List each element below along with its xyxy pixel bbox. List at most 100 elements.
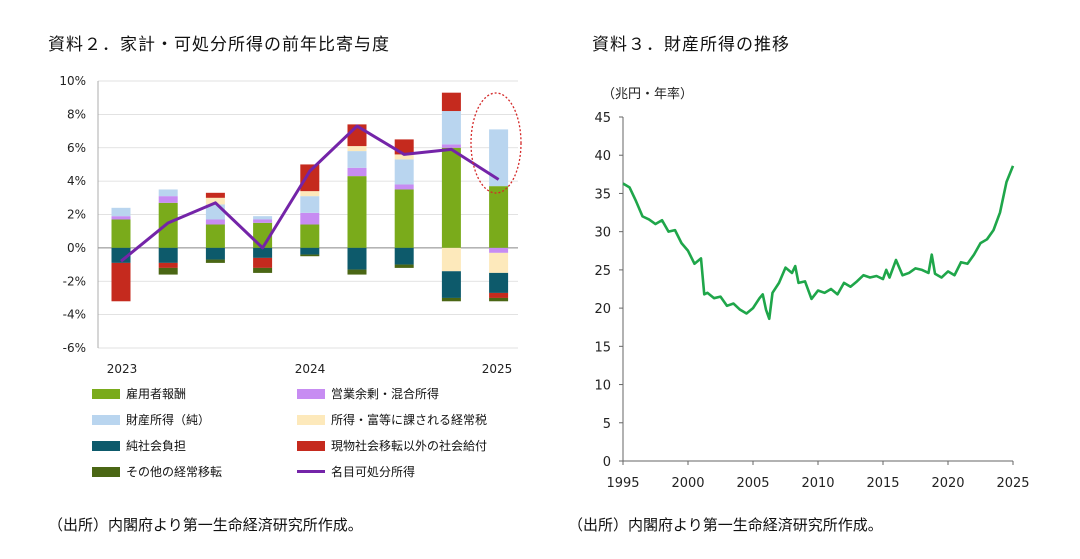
legend-label: その他の経常移転 bbox=[126, 465, 223, 479]
legend-item: 現物社会移転以外の社会給付 bbox=[297, 437, 487, 454]
bar-segment-social_contrib bbox=[205, 247, 225, 260]
bar-segment-social_contrib bbox=[158, 247, 178, 263]
bar-segment-benefits bbox=[158, 262, 178, 268]
y-tick-label: 5 bbox=[603, 417, 611, 432]
bar-segment-compensation bbox=[205, 224, 225, 248]
y-tick-label: 40 bbox=[594, 149, 611, 164]
bar-segment-operating_surplus bbox=[111, 216, 131, 220]
disposable-income-line bbox=[120, 124, 500, 263]
legend-item: その他の経常移転 bbox=[92, 463, 222, 480]
bar-segment-social_contrib bbox=[300, 247, 320, 255]
bar-segment-compensation bbox=[441, 147, 461, 248]
bar-segment-benefits bbox=[441, 92, 461, 112]
bar-segment-other_transfers bbox=[158, 267, 178, 275]
y-tick-label: -2% bbox=[63, 274, 86, 288]
x-tick-label: 2020 bbox=[931, 476, 964, 491]
bar-segment-income_tax bbox=[300, 191, 320, 197]
bar-segment-compensation bbox=[158, 202, 178, 248]
bar-segment-property_income bbox=[253, 216, 273, 220]
bar-segment-property_income bbox=[158, 189, 178, 197]
x-tick-label: 2000 bbox=[671, 476, 704, 491]
x-tick-label: 2005 bbox=[736, 476, 769, 491]
bar-segment-income_tax bbox=[205, 197, 225, 205]
x-tick-label: 2015 bbox=[866, 476, 899, 491]
y-tick-label: 2% bbox=[67, 208, 86, 222]
y-tick-label: 25 bbox=[594, 264, 611, 279]
y-axis-unit-label: （兆円・年率） bbox=[602, 86, 693, 102]
bar-segment-benefits bbox=[253, 257, 273, 268]
bar-segment-social_contrib bbox=[441, 271, 461, 298]
legend-swatch bbox=[92, 414, 120, 425]
bar-segment-operating_surplus bbox=[489, 247, 509, 253]
contribution-chart: 10% 8% 6% 4% 2% 0% -2% -4% -6% 2023 2024 2025 bbox=[59, 74, 522, 376]
y-tick-label: 15 bbox=[594, 340, 611, 355]
y-tick-label: 0% bbox=[67, 241, 86, 255]
bar-segment-other_transfers bbox=[300, 254, 320, 257]
legend-item: 名目可処分所得 bbox=[297, 463, 415, 480]
x-tick-label: 2024 bbox=[295, 362, 326, 376]
legend-item: 所得・富等に課される経常税 bbox=[297, 411, 487, 428]
right-chart-title: 資料３．財産所得の推移 bbox=[592, 35, 790, 55]
bar-segment-property_income bbox=[300, 196, 320, 213]
bar-segment-compensation bbox=[111, 219, 131, 248]
y-tick-label: 10 bbox=[594, 379, 611, 394]
bar-segment-other_transfers bbox=[394, 264, 414, 268]
right-source-note: （出所）内閣府より第一生命経済研究所作成。 bbox=[568, 516, 883, 534]
bar-segment-benefits bbox=[205, 192, 225, 198]
property-income-line bbox=[622, 165, 1015, 321]
legend-label: 財産所得（純） bbox=[126, 413, 211, 427]
bar-segment-compensation bbox=[300, 224, 320, 248]
bar-segment-compensation bbox=[394, 189, 414, 248]
bar-segment-property_income bbox=[394, 159, 414, 185]
bar-segment-operating_surplus bbox=[205, 219, 225, 225]
legend-item: 純社会負担 bbox=[92, 437, 186, 454]
y-tick-label: 6% bbox=[67, 141, 86, 155]
legend-swatch bbox=[297, 440, 325, 451]
bar-segment-social_contrib bbox=[347, 247, 367, 270]
left-chart-title: 資料２．家計・可処分所得の前年比寄与度 bbox=[48, 35, 390, 55]
y-tick-label: 20 bbox=[594, 302, 611, 317]
bar-segment-other_transfers bbox=[489, 297, 509, 302]
legend-swatch bbox=[92, 388, 120, 399]
y-tick-label: 10% bbox=[59, 74, 86, 88]
bar-segment-income_tax bbox=[441, 247, 461, 272]
bar-segment-social_contrib bbox=[253, 247, 273, 258]
legend-swatch bbox=[92, 440, 120, 451]
bar-segment-benefits bbox=[111, 262, 131, 302]
bar-segment-income_tax bbox=[347, 146, 367, 152]
legend-swatch bbox=[297, 470, 325, 473]
y-tick-label: 35 bbox=[594, 187, 611, 202]
legend-label: 営業余剰・混合所得 bbox=[331, 387, 440, 401]
bar-segment-income_tax bbox=[489, 252, 509, 273]
legend-label: 所得・富等に課される経常税 bbox=[331, 413, 488, 427]
bar-segment-property_income bbox=[347, 151, 367, 168]
bar-segment-other_transfers bbox=[347, 269, 367, 275]
x-tick-label: 2025 bbox=[996, 476, 1029, 491]
bar-segment-income_tax bbox=[394, 154, 414, 160]
bar-segment-compensation bbox=[489, 186, 509, 248]
x-tick-label: 2010 bbox=[801, 476, 834, 491]
bar-segment-social_contrib bbox=[394, 247, 414, 265]
y-tick-label: -6% bbox=[63, 341, 86, 355]
legend-item: 雇用者報酬 bbox=[92, 385, 186, 402]
bar-segment-other_transfers bbox=[205, 259, 225, 263]
bar-segment-operating_surplus bbox=[300, 212, 320, 225]
bar-segment-social_contrib bbox=[489, 272, 509, 293]
bar-segment-operating_surplus bbox=[347, 167, 367, 177]
legend-swatch bbox=[297, 414, 325, 425]
legend-label: 純社会負担 bbox=[126, 439, 187, 453]
bar-segment-other_transfers bbox=[253, 267, 273, 273]
bar-segment-compensation bbox=[347, 176, 367, 248]
legend-swatch bbox=[92, 466, 120, 477]
y-tick-label: 30 bbox=[594, 226, 611, 241]
highlight-ellipse bbox=[470, 92, 522, 194]
bar-segment-operating_surplus bbox=[158, 196, 178, 203]
y-tick-label: 45 bbox=[594, 111, 611, 126]
legend-label: 現物社会移転以外の社会給付 bbox=[331, 439, 488, 453]
bar-segment-benefits bbox=[300, 164, 320, 192]
bar-segment-benefits bbox=[489, 292, 509, 298]
legend-label: 名目可処分所得 bbox=[331, 465, 416, 479]
x-tick-label: 1995 bbox=[606, 476, 639, 491]
y-tick-label: 8% bbox=[67, 107, 86, 121]
bar-segment-property_income bbox=[111, 207, 131, 217]
